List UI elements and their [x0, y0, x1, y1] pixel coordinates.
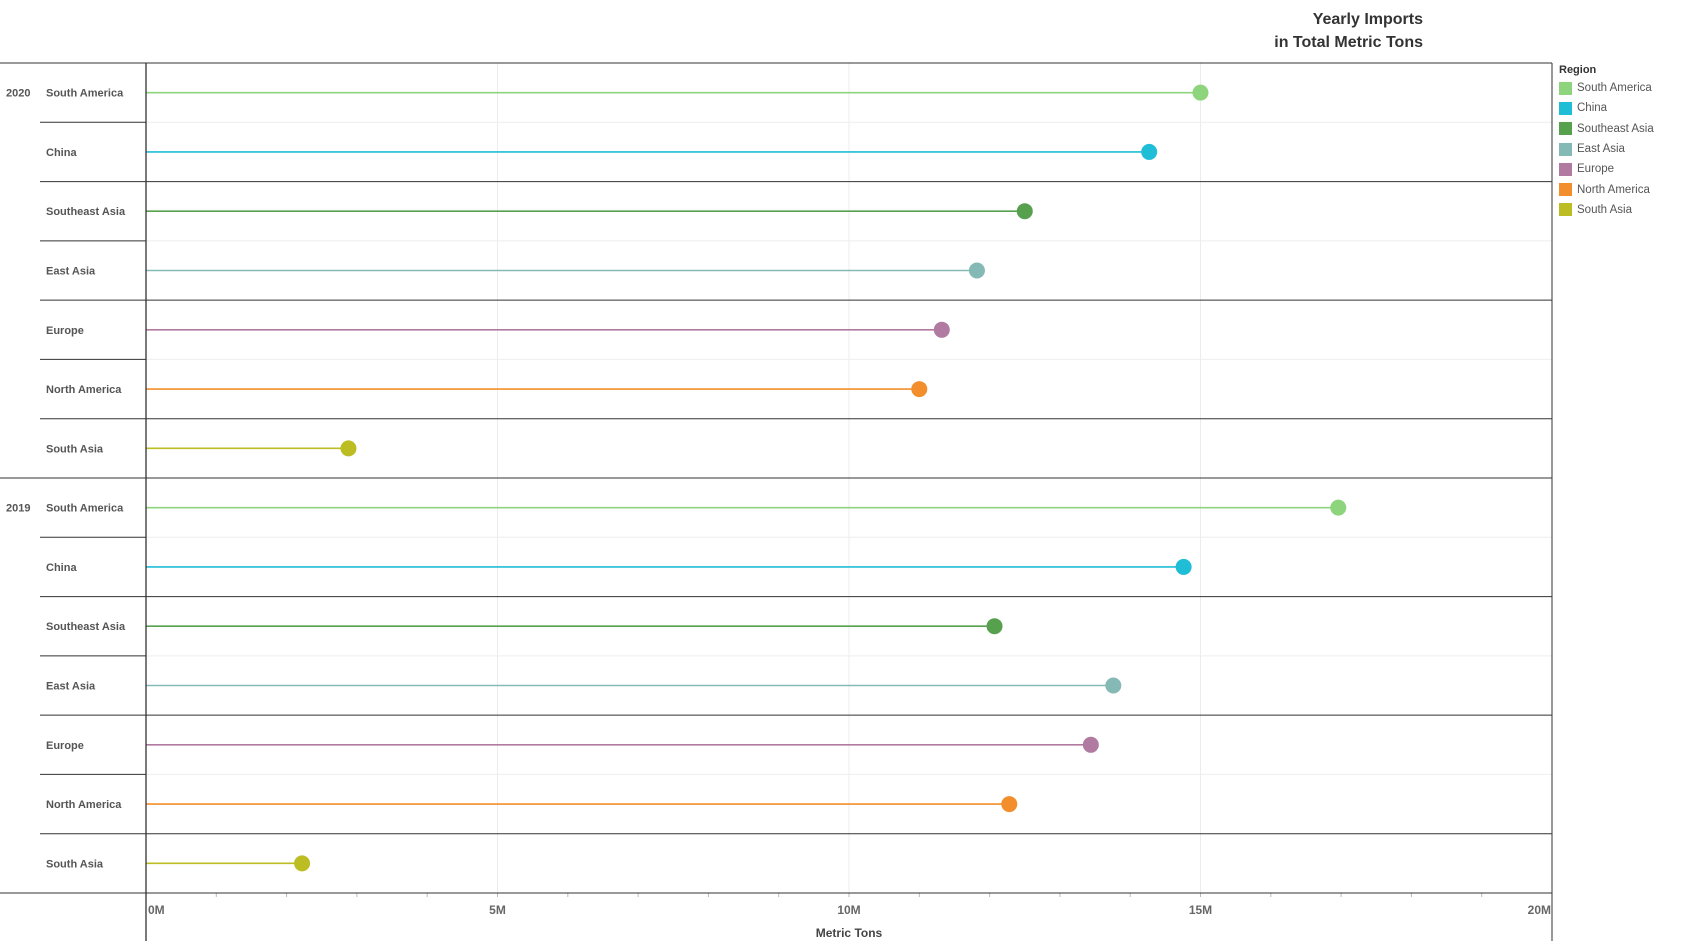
lollipop-dot [1192, 84, 1209, 101]
legend-item: North America [1559, 179, 1679, 199]
legend-label: Europe [1577, 163, 1615, 176]
x-tick-label: 10M [837, 903, 860, 917]
legend-item: East Asia [1559, 139, 1679, 159]
legend-item: Southeast Asia [1559, 119, 1679, 139]
x-axis-title: Metric Tons [816, 926, 883, 940]
x-tick-label: 0M [148, 903, 165, 917]
legend-swatch [1559, 183, 1572, 197]
region-label: Europe [46, 740, 84, 752]
legend-label: Southeast Asia [1577, 122, 1654, 135]
legend-item: China [1559, 98, 1679, 118]
legend-item: Europe [1559, 159, 1679, 179]
lollipop-dot [911, 381, 928, 398]
region-label: East Asia [46, 681, 96, 693]
legend-title: Region [1559, 64, 1597, 76]
lollipop-dot [1082, 736, 1099, 753]
chart-title: Yearly Imports in Total Metric Tons [1274, 8, 1423, 54]
region-label: China [46, 147, 77, 159]
legend-label: South America [1577, 82, 1652, 95]
lollipop-dot [933, 321, 950, 338]
region-label: South Asia [46, 443, 104, 455]
legend-swatch [1559, 81, 1572, 95]
legend-swatch [1559, 101, 1572, 115]
x-tick-label: 5M [489, 903, 506, 917]
lollipop-dot [1141, 143, 1158, 160]
lollipop-dot [968, 262, 985, 279]
lollipop-dot [294, 855, 311, 872]
region-label: North America [46, 799, 122, 811]
region-label: China [46, 562, 77, 574]
region-label: Europe [46, 325, 84, 337]
lollipop-dot [1016, 203, 1033, 220]
legend-label: East Asia [1577, 143, 1625, 156]
region-label: South America [46, 88, 124, 100]
legend-swatch [1559, 122, 1572, 136]
legend-item: South Asia [1559, 200, 1679, 220]
legend-label: North America [1577, 183, 1650, 196]
region-label: North America [46, 384, 122, 396]
lollipop-dot [1105, 677, 1122, 694]
legend: Region South America China Southeast Asia E… [1559, 64, 1679, 220]
region-label: South Asia [46, 858, 104, 870]
lollipop-dot [1001, 796, 1018, 813]
x-tick-label: 15M [1189, 903, 1212, 917]
region-label: Southeast Asia [46, 621, 126, 633]
legend-label: China [1577, 102, 1608, 115]
year-label: 2020 [6, 88, 30, 100]
region-label: Southeast Asia [46, 206, 126, 218]
region-label: South America [46, 503, 124, 515]
lollipop-dot [340, 440, 357, 457]
lollipop-dot [986, 618, 1003, 635]
lollipop-dot [1175, 558, 1192, 575]
legend-label: South Asia [1577, 203, 1632, 216]
chart-title-line-2: in Total Metric Tons [1274, 34, 1423, 51]
legend-swatch [1559, 162, 1572, 176]
legend-swatch [1559, 203, 1572, 217]
chart-title-line-1: Yearly Imports [1312, 11, 1423, 28]
legend-item: South America [1559, 78, 1679, 98]
lollipop-dot [1330, 499, 1347, 516]
region-label: East Asia [46, 266, 96, 278]
legend-swatch [1559, 142, 1572, 156]
year-label: 2019 [6, 503, 30, 515]
x-tick-label: 20M [1528, 903, 1551, 917]
